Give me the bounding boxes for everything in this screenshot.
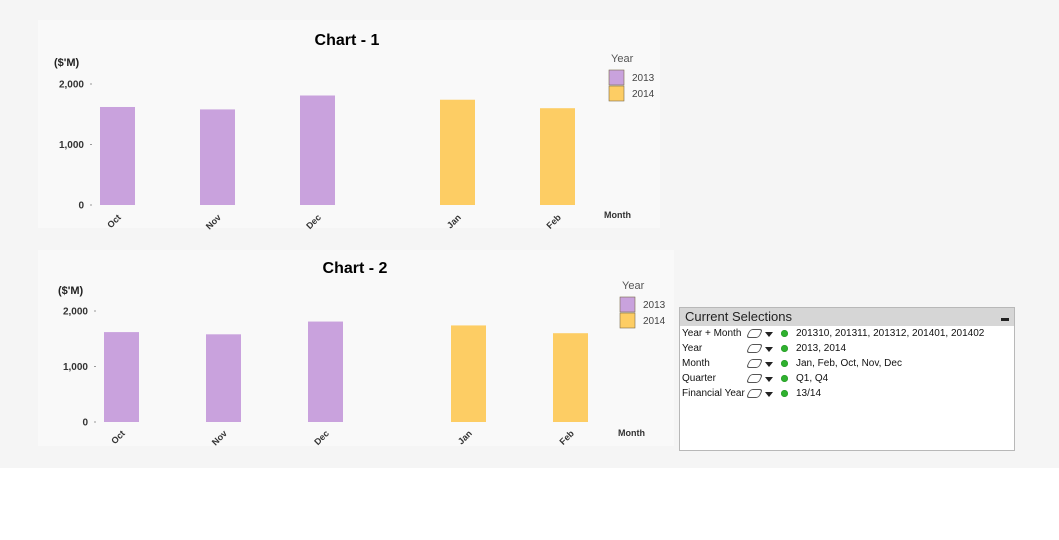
selection-values: 201310, 201311, 201312, 201401, 201402 <box>796 328 985 339</box>
dashboard-canvas: Chart - 1 ($'M) 0 1,000 2,000 Oct Nov Dec Jan Feb… <box>38 20 1015 451</box>
selection-field-name: Year + Month <box>682 328 742 339</box>
y-tick-label: 2,000 <box>59 80 84 91</box>
legend-title: Year <box>611 53 634 65</box>
legend-label-2014: 2014 <box>632 89 655 100</box>
x-category-label: Nov <box>210 428 229 447</box>
y-tick-label: 0 <box>78 201 84 212</box>
chart-2-panel[interactable]: Chart - 2 ($'M) 0 1,000 2,000 Oct Nov Dec Jan Feb… <box>38 250 674 447</box>
eraser-icon[interactable] <box>745 359 764 368</box>
x-category-label: Nov <box>204 212 223 231</box>
selection-row[interactable]: Year 2013, 2014 <box>680 341 1014 356</box>
y-tick-label: 1,000 <box>63 362 88 373</box>
selection-values: Q1, Q4 <box>796 373 829 384</box>
y-axis-label: ($'M) <box>58 285 84 297</box>
selection-values: Jan, Feb, Oct, Nov, Dec <box>796 358 902 369</box>
x-category-label: Jan <box>456 428 474 446</box>
dropdown-arrow-icon[interactable] <box>765 392 773 397</box>
selected-status-icon <box>781 345 788 352</box>
legend-label-2013: 2013 <box>643 300 666 311</box>
x-axis-label: Month <box>618 428 645 438</box>
x-category-label: Oct <box>105 212 123 230</box>
bar-feb <box>540 108 575 205</box>
selection-row[interactable]: Year + Month 201310, 201311, 201312, 2014… <box>680 326 1014 341</box>
x-category-label: Feb <box>558 428 577 447</box>
bar-dec <box>300 95 335 205</box>
selection-rows: Year + Month 201310, 201311, 201312, 2014… <box>680 326 1014 401</box>
selected-status-icon <box>781 375 788 382</box>
eraser-icon[interactable] <box>745 344 764 353</box>
selected-status-icon <box>781 330 788 337</box>
eraser-icon[interactable] <box>745 389 764 398</box>
bar-nov <box>200 109 235 205</box>
selection-field-name: Year <box>682 343 703 354</box>
bar-feb <box>553 333 588 422</box>
selection-field-name: Quarter <box>682 373 716 384</box>
legend-label-2014: 2014 <box>643 316 666 327</box>
x-category-label: Jan <box>445 212 463 230</box>
selection-row[interactable]: Month Jan, Feb, Oct, Nov, Dec <box>680 356 1014 371</box>
current-selections-box[interactable]: Current Selections Year + Month 201310, 2… <box>679 307 1015 451</box>
selection-values: 13/14 <box>796 388 822 399</box>
chart-1-svg: Chart - 1 ($'M) 0 1,000 2,000 Oct Nov Dec Jan Feb… <box>54 32 655 231</box>
chart-title: Chart - 1 <box>315 32 380 49</box>
selection-field-name: Financial Year <box>682 388 745 399</box>
selected-status-icon <box>781 390 788 397</box>
eraser-icon[interactable] <box>745 374 764 383</box>
selection-row[interactable]: Financial Year 13/14 <box>680 386 1014 401</box>
legend-swatch-2013 <box>619 296 636 313</box>
chart-1-panel[interactable]: Chart - 1 ($'M) 0 1,000 2,000 Oct Nov Dec Jan Feb… <box>38 20 660 231</box>
bar-jan <box>440 99 475 205</box>
chart-2-svg: Chart - 2 ($'M) 0 1,000 2,000 Oct Nov Dec Jan Feb… <box>58 260 666 447</box>
eraser-icon[interactable] <box>745 329 764 338</box>
bar-dec <box>308 321 343 422</box>
selection-values: 2013, 2014 <box>796 343 847 354</box>
legend-label-2013: 2013 <box>632 73 655 84</box>
current-selections-header[interactable]: Current Selections <box>680 308 1014 326</box>
selected-status-icon <box>781 360 788 367</box>
current-selections-title: Current Selections <box>685 309 792 324</box>
bar-nov <box>206 334 241 422</box>
legend-swatch-2013 <box>608 69 625 86</box>
x-category-label: Oct <box>109 428 127 446</box>
y-tick-label: 0 <box>82 418 88 429</box>
bar-oct <box>100 106 135 205</box>
selection-row[interactable]: Quarter Q1, Q4 <box>680 371 1014 386</box>
chart-title: Chart - 2 <box>323 260 388 277</box>
legend-title: Year <box>622 280 645 292</box>
x-category-label: Dec <box>312 428 331 447</box>
dropdown-arrow-icon[interactable] <box>765 362 773 367</box>
dropdown-arrow-icon[interactable] <box>765 377 773 382</box>
legend-swatch-2014 <box>619 312 636 329</box>
dropdown-arrow-icon[interactable] <box>765 332 773 337</box>
x-category-label: Dec <box>304 212 323 231</box>
x-axis-label: Month <box>604 210 631 220</box>
bar-jan <box>451 325 486 422</box>
bar-oct <box>104 332 139 422</box>
y-tick-label: 1,000 <box>59 140 84 151</box>
dropdown-arrow-icon[interactable] <box>765 347 773 352</box>
y-tick-label: 2,000 <box>63 307 88 318</box>
y-axis-label: ($'M) <box>54 57 80 69</box>
legend-swatch-2014 <box>608 85 625 102</box>
x-category-label: Feb <box>545 212 564 231</box>
selection-field-name: Month <box>682 358 710 369</box>
minimize-icon[interactable] <box>1001 318 1009 321</box>
